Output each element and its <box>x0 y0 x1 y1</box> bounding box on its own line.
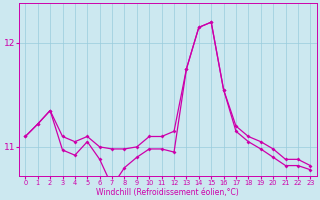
X-axis label: Windchill (Refroidissement éolien,°C): Windchill (Refroidissement éolien,°C) <box>96 188 239 197</box>
